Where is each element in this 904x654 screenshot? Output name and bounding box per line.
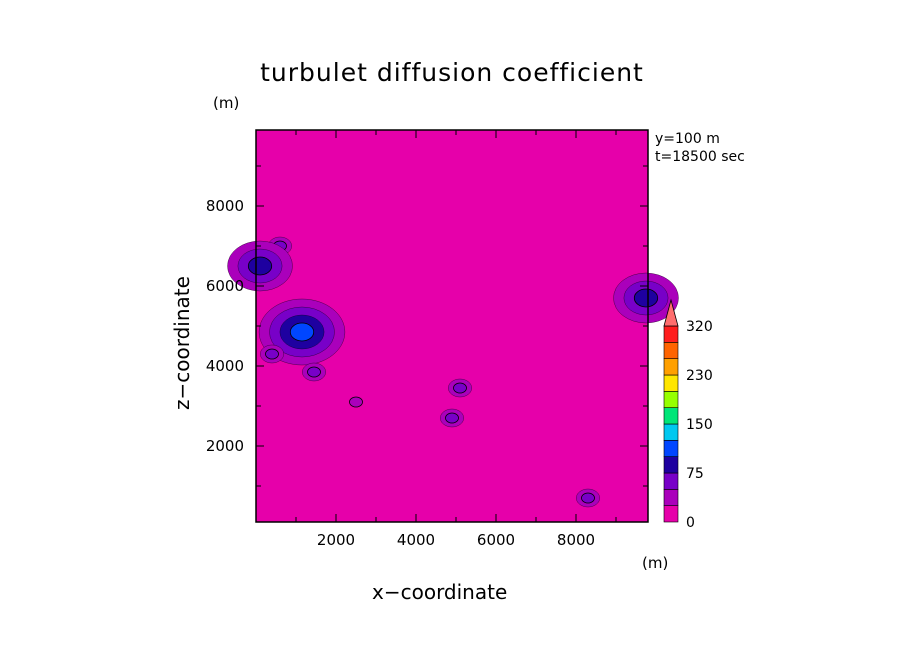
field-feature-1-level-4	[289, 322, 315, 342]
colorbar-label: 320	[686, 319, 713, 335]
colorbar-box-9	[663, 358, 679, 376]
colorbar-box-3	[663, 456, 679, 474]
y-tick-label: 4000	[206, 357, 244, 375]
colorbar-box-8	[663, 374, 679, 392]
x-tick-label: 8000	[557, 531, 595, 549]
colorbar-box-4	[663, 440, 679, 457]
colorbar-box-0	[663, 505, 679, 523]
x-tick-label: 2000	[317, 531, 355, 549]
x-tick-label: 4000	[397, 531, 435, 549]
field-feature-8-level-2	[453, 382, 467, 394]
y-axis-unit: (m)	[213, 94, 240, 112]
y-tick-label: 2000	[206, 437, 244, 455]
colorbar-box-11	[663, 325, 679, 343]
colorbar-box-6	[663, 407, 679, 425]
field-feature-4-level-2	[307, 366, 321, 378]
colorbar-extend-triangle	[663, 298, 679, 327]
field-feature-9-level-2	[445, 412, 459, 424]
colorbar-box-7	[663, 391, 679, 408]
x-axis-label-text: x−coordinate	[372, 580, 508, 604]
colorbar-label: 0	[686, 515, 695, 531]
y-tick-label: 6000	[206, 277, 244, 295]
field-feature-5-level-2	[265, 348, 279, 360]
colorbar-box-1	[663, 489, 679, 506]
colorbar-box-10	[663, 342, 679, 359]
colorbar-box-2	[663, 472, 679, 490]
field-feature-10-level-2	[581, 492, 595, 504]
time-annotation: t=18500 sec	[655, 149, 745, 165]
x-tick-label: 6000	[477, 531, 515, 549]
colorbar-box-5	[663, 423, 679, 441]
x-axis-label: x−coordinate	[372, 582, 904, 602]
colorbar-label: 230	[686, 368, 713, 384]
colorbar-label: 150	[686, 417, 713, 433]
x-axis-unit: (m)	[642, 554, 669, 572]
colorbar-label: 75	[686, 466, 704, 482]
y-tick-label: 8000	[206, 197, 244, 215]
field-feature-7-level-1	[349, 396, 363, 408]
y-slice-annotation: y=100 m	[655, 131, 720, 147]
field-feature-6-level-3	[633, 288, 659, 308]
field-feature-3-level-3	[247, 256, 273, 276]
chart-title: turbulet diffusion coefficient	[260, 58, 644, 87]
